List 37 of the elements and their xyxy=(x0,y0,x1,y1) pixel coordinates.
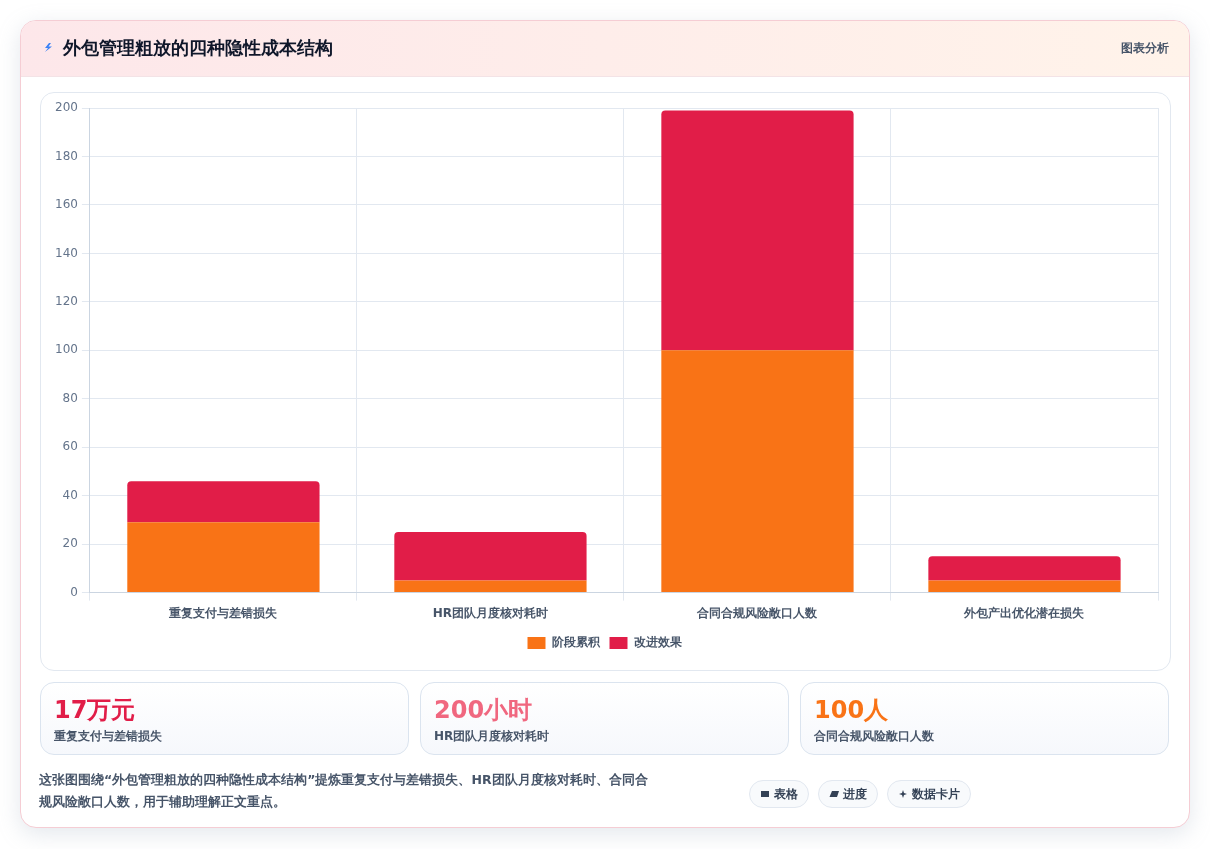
x-tick-label: HR团队月度核对耗时 xyxy=(432,605,549,620)
x-tick-label: 合同合规风险敞口人数 xyxy=(696,605,819,620)
y-tick-label: 120 xyxy=(55,293,78,308)
text: HR团队月度核对耗时 xyxy=(434,728,550,745)
bar xyxy=(394,532,587,581)
text: 图表分析 xyxy=(1121,40,1169,57)
text: 17万元 xyxy=(54,695,136,726)
text: 数据卡片 xyxy=(912,786,960,802)
x-tick-label: 外包产出优化潜在损失 xyxy=(963,605,1086,620)
y-tick-label: 20 xyxy=(62,536,78,551)
y-tick-label: 0 xyxy=(70,584,78,599)
bar xyxy=(127,522,320,593)
y-tick-label: 80 xyxy=(62,390,78,405)
bar xyxy=(661,110,854,351)
legend-label: 阶段累积 xyxy=(551,635,601,650)
y-tick-label: 60 xyxy=(62,439,78,454)
y-tick-label: 140 xyxy=(55,245,78,260)
legend-label: 改进效果 xyxy=(633,635,683,650)
bar xyxy=(928,556,1121,581)
text: 合同合规风险敞口人数 xyxy=(814,728,934,745)
bar xyxy=(127,481,320,523)
x-tick-label: 重复支付与差错损失 xyxy=(168,605,279,620)
text: 这张图围绕“外包管理粗放的四种隐性成本结构”提炼重复支付与差错损失、HR团队月度核对耗时、合同合规风险敞口人数，用于辅助理解正文重点。 xyxy=(39,771,649,811)
text: 重复支付与差错损失 xyxy=(54,728,162,745)
bar xyxy=(394,580,587,593)
chart-title: 外包管理粗放的四种隐性成本结构 xyxy=(63,36,333,60)
bar xyxy=(928,580,1121,593)
text: 进度 xyxy=(843,786,867,802)
y-tick-label: 40 xyxy=(62,487,78,502)
y-tick-label: 160 xyxy=(55,197,78,212)
y-tick-label: 180 xyxy=(55,148,78,163)
text: 100人 xyxy=(814,695,889,726)
bar xyxy=(661,350,854,593)
y-tick-label: 100 xyxy=(55,342,78,357)
text: 200小时 xyxy=(434,695,533,726)
y-tick-label: 200 xyxy=(55,100,78,115)
text: 表格 xyxy=(774,786,798,802)
